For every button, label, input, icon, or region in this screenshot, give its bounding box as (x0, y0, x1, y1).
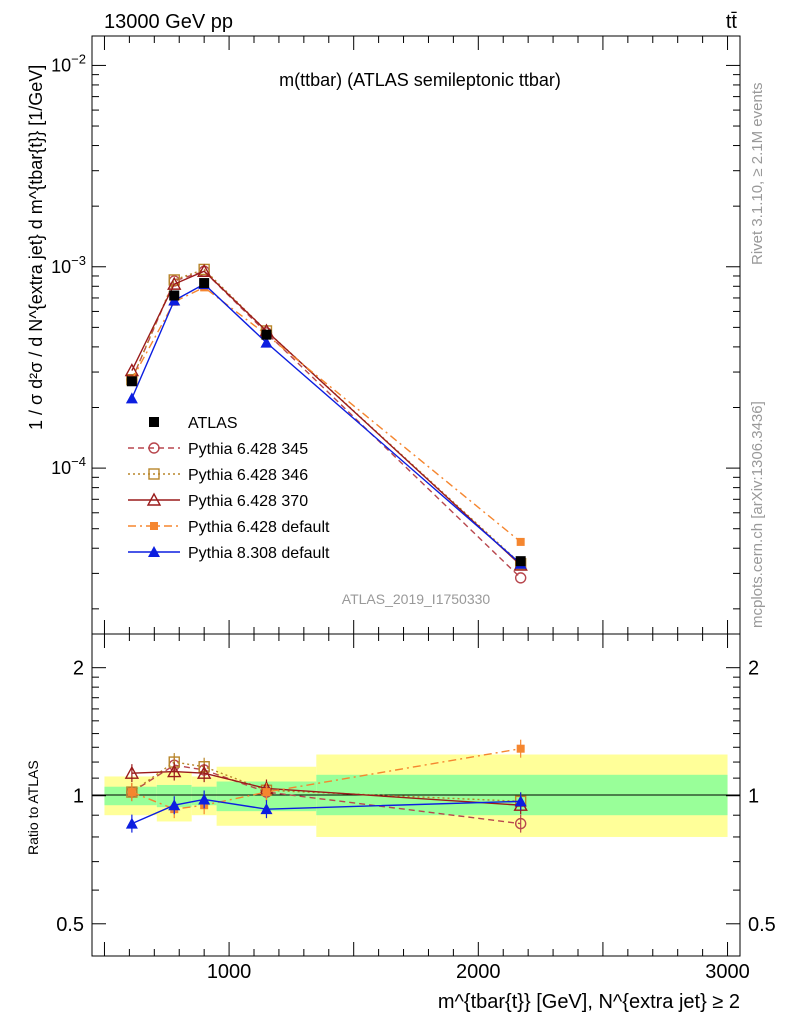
process-short-label: tt̄ (726, 11, 738, 33)
legend-label: Pythia 6.428 345 (188, 441, 308, 458)
legend-label: Pythia 6.428 346 (188, 467, 308, 484)
data-point (148, 468, 160, 480)
data-point (150, 522, 158, 530)
ratio-y-tick-label-right: 1 (748, 786, 759, 808)
data-point (261, 329, 272, 340)
y-tick-label: 10−4 (51, 454, 86, 478)
ratio-y-tick-label-right: 0.5 (748, 914, 776, 936)
data-point (125, 817, 138, 829)
data-point (167, 276, 182, 290)
data-point (516, 744, 525, 753)
data-point (514, 817, 527, 830)
series-line (131, 268, 522, 565)
ratio-y-tick-label: 1 (73, 786, 84, 808)
series-line (131, 270, 522, 566)
data-point (516, 537, 525, 546)
data-point (148, 546, 160, 557)
data-point (196, 765, 212, 779)
data-point (126, 376, 137, 387)
legend-label: ATLAS (188, 415, 238, 432)
x-tick-label: 2000 (456, 961, 501, 983)
main-ylabel: 1 / σ d²σ / d N^{extra jet} d m^{tbar{t}… (26, 65, 46, 430)
legend-label: Pythia 6.428 370 (188, 493, 308, 510)
ratio-y-tick-label: 0.5 (56, 914, 84, 936)
ratio-frame (91, 633, 741, 957)
data-point (514, 572, 527, 584)
ratio-data (124, 739, 528, 833)
data-point (149, 417, 159, 427)
x-tick-label: 3000 (705, 961, 750, 983)
data-point (198, 793, 211, 805)
data-point (124, 765, 140, 779)
data-point (148, 442, 160, 454)
main-panel: 10−2 10−3 10−4 m(ttbar) (ATLAS semileptoni… (26, 35, 741, 635)
data-point (260, 336, 273, 348)
ratio-y-tick-label: 2 (73, 658, 84, 680)
uncertainty-band-green (156, 784, 192, 808)
y-tick-label: 10−2 (51, 51, 86, 75)
legend-label: Pythia 8.308 default (188, 545, 330, 562)
main-data (124, 263, 528, 584)
data-point (168, 799, 181, 811)
data-point (514, 795, 527, 807)
data-point (515, 556, 526, 567)
data-point (260, 803, 273, 815)
watermark: ATLAS_2019_I1750330 (342, 591, 491, 607)
data-point (146, 492, 162, 506)
data-point (199, 278, 210, 289)
data-point (124, 363, 140, 377)
rivet-label: Rivet 3.1.10, ≥ 2.1M events (749, 83, 766, 266)
data-point (196, 263, 212, 277)
legend-label: Pythia 6.428 default (188, 519, 330, 536)
ratio-y-tick-label-right: 2 (748, 658, 759, 680)
process-label: 13000 GeV pp (104, 11, 233, 33)
data-point (167, 764, 182, 778)
ratio-ticks: 0.5 0.5 1 1 2 2 1000 2000 3000 (56, 634, 776, 983)
data-point (127, 788, 136, 797)
y-tick-label: 10−3 (51, 253, 86, 277)
data-point (262, 788, 271, 797)
ratio-panel: 0.5 0.5 1 1 2 2 1000 2000 3000 Ratio to ATLAS m^… (25, 633, 776, 1013)
xlabel: m^{tbar{t}} [GeV], N^{extra jet} ≥ 2 (438, 991, 740, 1013)
main-title: m(ttbar) (ATLAS semileptonic ttbar) (279, 70, 561, 90)
ratio-ylabel: Ratio to ATLAS (25, 760, 41, 855)
mcplots-label: mcplots.cern.ch [arXiv:1306.3436] (749, 401, 766, 628)
legend: ATLAS Pythia 6.428 345 Pythia 6.428 346 Pyt… (128, 415, 330, 562)
x-tick-label: 1000 (207, 961, 252, 983)
data-point (125, 392, 138, 404)
data-point (169, 290, 180, 301)
main-ticks: 10−2 10−3 10−4 (51, 36, 740, 634)
